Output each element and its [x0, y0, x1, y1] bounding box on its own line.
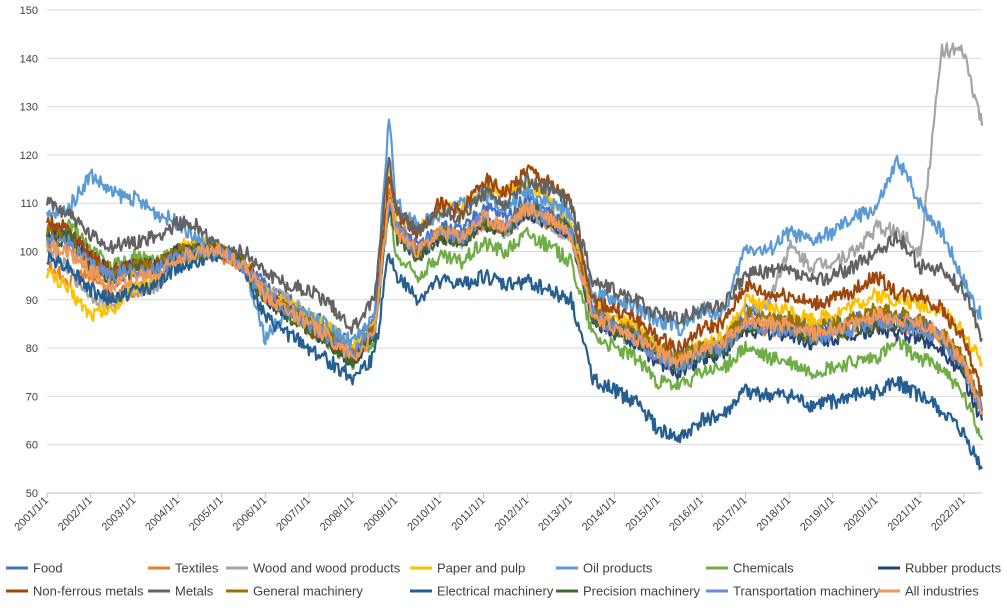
legend-item: Food	[6, 561, 63, 576]
x-tick-label: 2001/1/1	[12, 495, 51, 534]
legend: Food Textiles Wood and wood products Paper …	[6, 561, 1002, 599]
y-tick-label: 150	[20, 5, 38, 17]
y-tick-label: 70	[26, 391, 38, 403]
y-tick-label: 50	[26, 488, 38, 500]
legend-label: Food	[33, 561, 63, 576]
legend-item: Non-ferrous metals	[6, 584, 144, 599]
series-line-electrical-machinery	[46, 247, 983, 471]
legend-label: General machinery	[253, 584, 363, 599]
legend-item: Rubber products	[878, 561, 1002, 576]
legend-label: Chemicals	[733, 561, 794, 576]
legend-item: Paper and pulp	[410, 561, 525, 576]
series-lines	[45, 42, 984, 471]
x-tick-label: 2012/1/1	[493, 495, 532, 534]
legend-label: Rubber products	[905, 561, 1002, 576]
series-line-oil-products	[45, 118, 983, 349]
y-tick-label: 110	[20, 198, 38, 210]
x-tick-label: 2010/1/1	[405, 495, 444, 534]
legend-item: Chemicals	[706, 561, 794, 576]
x-tick-label: 2011/1/1	[450, 495, 488, 533]
legend-label: Paper and pulp	[437, 561, 525, 576]
x-tick-label: 2003/1/1	[100, 495, 139, 534]
legend-label: Metals	[175, 584, 214, 599]
legend-item: Electrical machinery	[410, 584, 554, 599]
x-tick-label: 2017/1/1	[711, 495, 750, 534]
y-tick-label: 80	[26, 343, 38, 355]
x-tick-label: 2005/1/1	[187, 495, 226, 534]
x-tick-label: 2021/1/1	[886, 495, 925, 534]
x-tick-label: 2013/1/1	[536, 495, 575, 534]
x-tick-label: 2004/1/1	[143, 495, 182, 534]
y-tick-label: 120	[20, 150, 38, 162]
y-tick-label: 60	[26, 440, 38, 452]
legend-item: Transportation machinery	[706, 584, 880, 599]
legend-item: All industries	[878, 584, 979, 599]
x-tick-label: 2022/1/1	[929, 495, 968, 534]
legend-item: Metals	[148, 584, 214, 599]
x-axis: 2001/1/1 2002/1/1 2003/1/1 2004/1/1 2005/1/1…	[12, 493, 968, 533]
legend-label: Precision machinery	[583, 584, 701, 599]
y-tick-label: 100	[20, 247, 38, 259]
legend-label: All industries	[905, 584, 979, 599]
x-tick-label: 2006/1/1	[231, 495, 270, 534]
x-tick-label: 2015/1/1	[624, 495, 663, 534]
legend-label: Oil products	[583, 561, 653, 576]
x-tick-label: 2008/1/1	[318, 495, 357, 534]
series-line-all-industries	[45, 198, 984, 416]
y-tick-label: 140	[20, 53, 38, 65]
x-tick-label: 2002/1/1	[56, 495, 95, 534]
y-tick-label: 90	[26, 295, 38, 307]
legend-item: Precision machinery	[556, 584, 701, 599]
x-tick-label: 2009/1/1	[362, 495, 401, 534]
y-axis: 50 60 70 80 90 100 110 120 130 140 150	[20, 5, 38, 500]
legend-label: Non-ferrous metals	[33, 584, 144, 599]
x-tick-label: 2018/1/1	[755, 495, 794, 534]
legend-label: Wood and wood products	[253, 561, 401, 576]
legend-item: Textiles	[148, 561, 219, 576]
x-tick-label: 2007/1/1	[274, 495, 313, 534]
series-line-metals	[45, 156, 983, 343]
legend-item: Wood and wood products	[226, 561, 401, 576]
legend-item: Oil products	[556, 561, 653, 576]
x-tick-label: 2014/1/1	[580, 495, 619, 534]
legend-label: Electrical machinery	[437, 584, 554, 599]
series-line-transportation-machinery	[45, 199, 984, 412]
legend-label: Textiles	[175, 561, 219, 576]
legend-item: General machinery	[226, 584, 363, 599]
x-tick-label: 2016/1/1	[667, 495, 706, 534]
legend-label: Transportation machinery	[733, 584, 880, 599]
x-tick-label: 2020/1/1	[842, 495, 881, 534]
x-tick-label: 2019/1/1	[798, 495, 837, 534]
y-tick-label: 130	[20, 102, 38, 114]
